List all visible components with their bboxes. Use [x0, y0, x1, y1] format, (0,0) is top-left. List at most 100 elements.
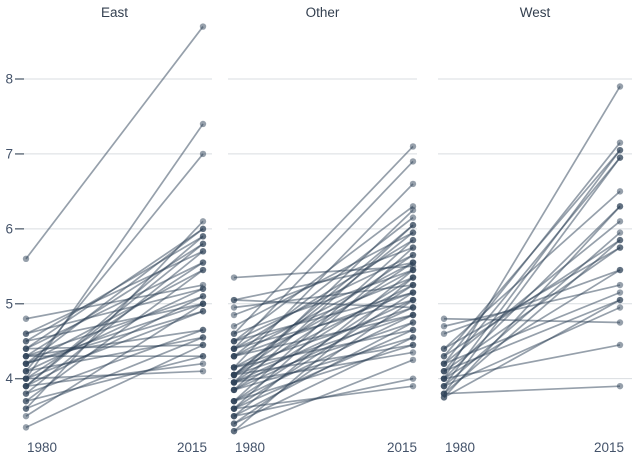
- dot-1980: [230, 420, 238, 427]
- dot-1980: [230, 397, 238, 405]
- slope-line: [233, 299, 414, 350]
- slope-line: [233, 269, 414, 335]
- slope-line: [233, 306, 414, 369]
- slope-line: [233, 336, 414, 391]
- slope-line: [443, 291, 621, 365]
- dot-1980: [22, 382, 30, 390]
- dot-1980: [230, 338, 238, 345]
- dot-1980: [22, 353, 30, 360]
- facet-west: West 1980 2015: [438, 5, 632, 455]
- dot-1980: [440, 345, 448, 352]
- dot-2015: [409, 206, 417, 214]
- x-tick-label-1980: 1980: [27, 440, 57, 455]
- slope-line: [233, 344, 414, 376]
- slope-line: [25, 26, 204, 260]
- slope-line: [25, 228, 204, 365]
- dot-1980: [22, 375, 30, 382]
- slope-line: [233, 276, 414, 391]
- facet-other: Other 1980 2015: [228, 5, 417, 455]
- slope-lines: [443, 86, 621, 399]
- dot-2015: [409, 180, 417, 188]
- dot-2015: [616, 304, 624, 311]
- dot-1980: [230, 296, 238, 304]
- slope-line: [25, 250, 204, 335]
- dot-2015: [409, 375, 417, 382]
- dot-2015: [409, 289, 417, 296]
- dot-2015: [199, 308, 207, 315]
- dot-2015: [409, 236, 417, 244]
- slope-line: [25, 302, 204, 365]
- dot-2015: [199, 281, 207, 289]
- dot-2015: [409, 334, 417, 341]
- dot-1980: [440, 323, 448, 330]
- slope-line: [25, 310, 204, 365]
- dot-2015: [409, 349, 417, 356]
- dot-2015: [409, 326, 417, 334]
- dot-2015: [616, 139, 624, 146]
- y-tick-label: 4: [5, 371, 13, 386]
- dot-2015: [616, 203, 624, 210]
- dot-1980: [440, 390, 448, 397]
- dot-2015: [199, 120, 207, 128]
- dot-1980: [230, 323, 238, 330]
- slope-line: [443, 385, 621, 395]
- slope-line: [25, 288, 204, 372]
- slope-line: [443, 246, 621, 372]
- dot-2015: [616, 289, 624, 296]
- dot-1980: [22, 424, 30, 431]
- slope-line: [443, 269, 621, 380]
- dot-1980: [230, 330, 238, 337]
- dot-1980: [230, 345, 238, 352]
- dot-1980: [22, 367, 30, 375]
- dot-2015: [199, 266, 207, 274]
- slope-line: [25, 355, 204, 402]
- slope-line: [233, 351, 414, 384]
- slope-line: [233, 314, 414, 358]
- slope-line: [233, 254, 414, 376]
- dot-2015: [616, 341, 624, 349]
- dot-1980: [230, 311, 238, 319]
- dot-1980: [230, 405, 238, 412]
- dot-2015: [409, 266, 417, 274]
- x-tick-label-2015: 2015: [387, 440, 417, 455]
- dot-2015: [616, 382, 624, 390]
- dot-1980: [230, 371, 238, 379]
- slope-line: [25, 243, 204, 357]
- slope-line: [233, 239, 414, 402]
- slope-line: [233, 284, 414, 309]
- slope-line: [443, 157, 621, 372]
- facet-title: West: [520, 5, 551, 20]
- slope-line: [25, 344, 204, 350]
- dot-2015: [409, 251, 417, 259]
- dot-1980: [440, 353, 448, 360]
- dot-2015: [616, 229, 624, 236]
- dot-1980: [440, 375, 448, 382]
- slope-line: [443, 86, 621, 380]
- slope-line: [25, 243, 204, 387]
- dot-2015: [199, 334, 207, 341]
- dot-1980: [230, 386, 238, 394]
- dot-1980: [22, 338, 30, 345]
- slope-dots: [22, 23, 207, 431]
- dot-2015: [409, 221, 417, 229]
- slope-line: [25, 284, 204, 320]
- dot-2015: [199, 259, 207, 266]
- slope-line: [233, 314, 414, 376]
- slope-line: [443, 299, 621, 399]
- dot-1980: [440, 382, 448, 390]
- slope-line: [233, 160, 414, 350]
- slope-line: [233, 291, 414, 410]
- dot-2015: [199, 300, 207, 307]
- dot-2015: [616, 244, 624, 251]
- dot-2015: [616, 83, 624, 90]
- slope-line: [443, 344, 621, 380]
- dot-2015: [199, 293, 207, 300]
- slope-line: [233, 291, 414, 343]
- x-tick-label-2015: 2015: [594, 440, 624, 455]
- slope-line: [233, 261, 414, 301]
- dot-1980: [440, 330, 448, 337]
- slope-line: [233, 359, 414, 432]
- slope-line: [233, 231, 414, 327]
- slope-line: [233, 329, 414, 410]
